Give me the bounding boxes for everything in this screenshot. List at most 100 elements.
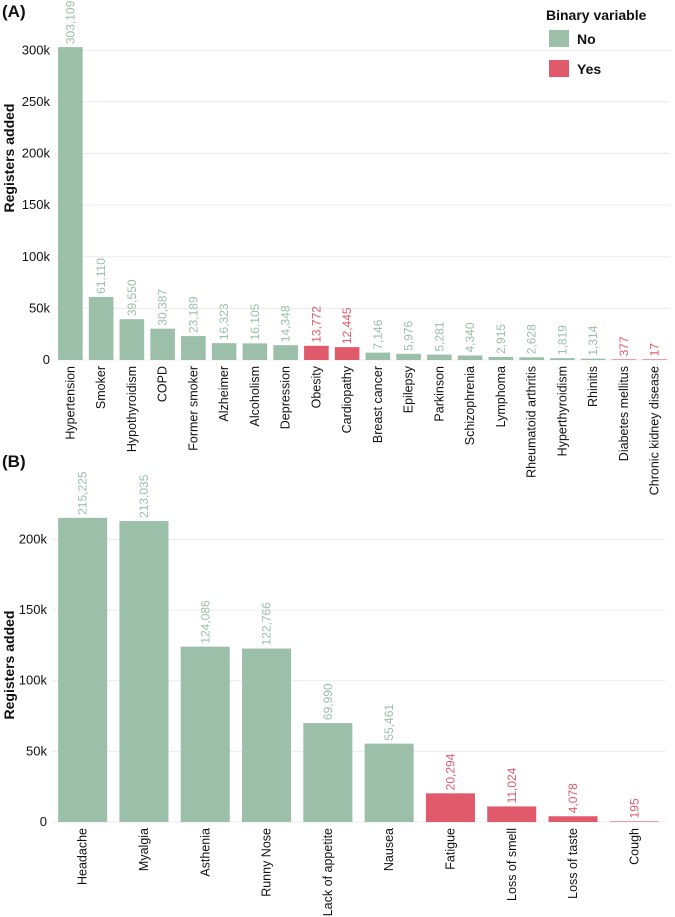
panel-a-y-tick-label: 0 (43, 352, 50, 367)
panel-b-bar (487, 806, 537, 822)
panel-a-category-label: Epilepsy (402, 365, 416, 413)
panel-b-value-label: 4,078 (566, 783, 580, 813)
panel-a-category-label: Lymphoma (494, 366, 508, 427)
panel-a-value-label: 1,819 (555, 325, 569, 355)
panel-b-bar (425, 793, 475, 822)
panel-a-bar (88, 296, 114, 360)
panel-a-category-label: COPD (156, 366, 170, 402)
panel-a-y-tick-label: 100k (22, 249, 51, 264)
panel-a-bar (396, 353, 421, 360)
panel-a-value-label: 2,915 (494, 324, 508, 354)
legend-title: Binary variable (546, 7, 647, 23)
panel-a-category-label: Obesity (309, 365, 323, 408)
panel-a-value-label: 4,340 (463, 322, 477, 352)
panel-b-bar (609, 821, 659, 822)
legend-swatch-yes (549, 60, 569, 77)
panel-b-value-label: 55,461 (382, 704, 396, 741)
panel-a-value-label: 13,772 (309, 306, 323, 343)
panel-a-value-label: 1,314 (586, 325, 600, 355)
panel-a-category-label: Breast cancer (371, 366, 385, 443)
panel-a-y-axis-title: Registers added (1, 104, 17, 213)
panel-b-y-tick-label: 50k (26, 743, 47, 758)
panel-b-value-label: 11,024 (505, 767, 519, 803)
panel-b-y-tick-label: 150k (19, 602, 48, 617)
panel-b-category-label: Loss of taste (566, 828, 580, 899)
panel-b-value-label: 215,225 (76, 471, 90, 515)
panel-a-category-label: Hyperthyroidism (555, 366, 569, 456)
panel-a-category-label: Hypothyroidism (125, 366, 139, 452)
panel-b-category-label: Nausea (382, 828, 396, 871)
panel-a-category-label: Alcoholism (248, 366, 262, 426)
panel-b-y-tick-label: 100k (19, 673, 48, 688)
panel-a-y-tick-label: 250k (22, 94, 51, 109)
panel-a-category-label: Hypertension (63, 366, 77, 440)
panel-b-bar (180, 646, 230, 822)
panel-a: (A) Registers added 303,109 61,110 39,550 3… (1, 0, 670, 495)
panel-b-category-label: Cough (627, 828, 641, 865)
panel-a-bar (58, 47, 83, 361)
panel-b-label: (B) (2, 452, 26, 471)
panel-b-bar (364, 743, 414, 822)
panel-b-value-label: 20,294 (443, 753, 457, 790)
panel-a-value-label: 16,323 (217, 303, 231, 340)
panel-b-category-label: Runny Nose (260, 828, 274, 897)
panel-a-category-label: Rheumatoid arthritis (525, 366, 539, 478)
panel-a-value-label: 61,110 (94, 258, 108, 294)
legend-label-yes: Yes (577, 61, 601, 77)
panel-b-bar (58, 517, 108, 822)
legend-label-no: No (577, 31, 596, 47)
panel-a-value-label: 2,628 (525, 324, 539, 354)
panel-a-bar (488, 356, 514, 360)
panel-a-y-tick-label: 300k (22, 42, 51, 57)
panel-b-category-label: Headache (76, 828, 90, 885)
panel-a-value-label: 7,146 (371, 319, 385, 349)
panel-b-bar (548, 816, 598, 822)
panel-b-bar (242, 648, 292, 822)
panel-b-category-label: Loss of smell (505, 828, 519, 901)
panel-a-category-label: Parkinson (432, 366, 446, 422)
panel-a-bar (150, 328, 175, 360)
legend-swatch-no (549, 30, 569, 47)
panel-b-bar (119, 520, 169, 822)
panel-a-value-label: 23,189 (186, 296, 200, 333)
panel-a-category-label: Alzheimer (217, 366, 231, 422)
panel-b-category-label: Asthenia (198, 828, 212, 877)
panel-b-bar (303, 723, 353, 822)
panel-a-category-label: Rhinitis (586, 366, 600, 407)
panel-b-category-label: Fatigue (443, 828, 457, 870)
panel-a-value-label: 39,550 (125, 279, 139, 316)
panel-a-bar (642, 359, 667, 360)
panel-a-label: (A) (2, 2, 26, 21)
panel-a-value-label: 17 (648, 343, 662, 357)
panel-b-value-label: 195 (627, 798, 641, 818)
panel-b-value-label: 124,086 (198, 600, 212, 644)
panel-a-bar (550, 358, 575, 360)
panel-a-bar (242, 343, 268, 360)
panel-a-value-label: 14,348 (279, 305, 293, 342)
panel-a-category-label: Chronic kidney disease (648, 366, 662, 495)
panel-a-bar (304, 345, 329, 360)
panel-a-category-label: Former smoker (186, 366, 200, 451)
legend: Binary variable No Yes (546, 7, 647, 77)
panel-b-value-label: 122,766 (260, 602, 274, 646)
panel-a-bar (211, 343, 237, 360)
panel-b-y-axis-title: Registers added (1, 611, 17, 720)
panel-a-category-label: Depression (279, 366, 293, 429)
panel-a-y-tick-label: 150k (22, 197, 51, 212)
panel-a-category-label: Schizophrenia (463, 366, 477, 445)
panel-a-bar (519, 357, 544, 360)
panel-b-category-label: Myalgia (137, 828, 151, 871)
panel-a-bar (365, 352, 391, 360)
panel-a-bar (580, 358, 606, 360)
panel-b-category-label: Lack of appetite (321, 828, 335, 916)
panel-a-category-label: Diabetes mellitus (617, 366, 631, 461)
panel-a-value-label: 5,281 (432, 321, 446, 351)
panel-a-value-label: 12,445 (340, 307, 354, 344)
panel-a-value-label: 377 (617, 336, 631, 356)
panel-a-category-label: Smoker (94, 366, 108, 409)
panel-a-bar (611, 359, 637, 360)
panel-b: (B) Registers added 215,225 213,035 124,08… (1, 452, 665, 916)
panel-a-value-label: 16,105 (248, 303, 262, 340)
panel-b-value-label: 69,990 (321, 683, 335, 720)
